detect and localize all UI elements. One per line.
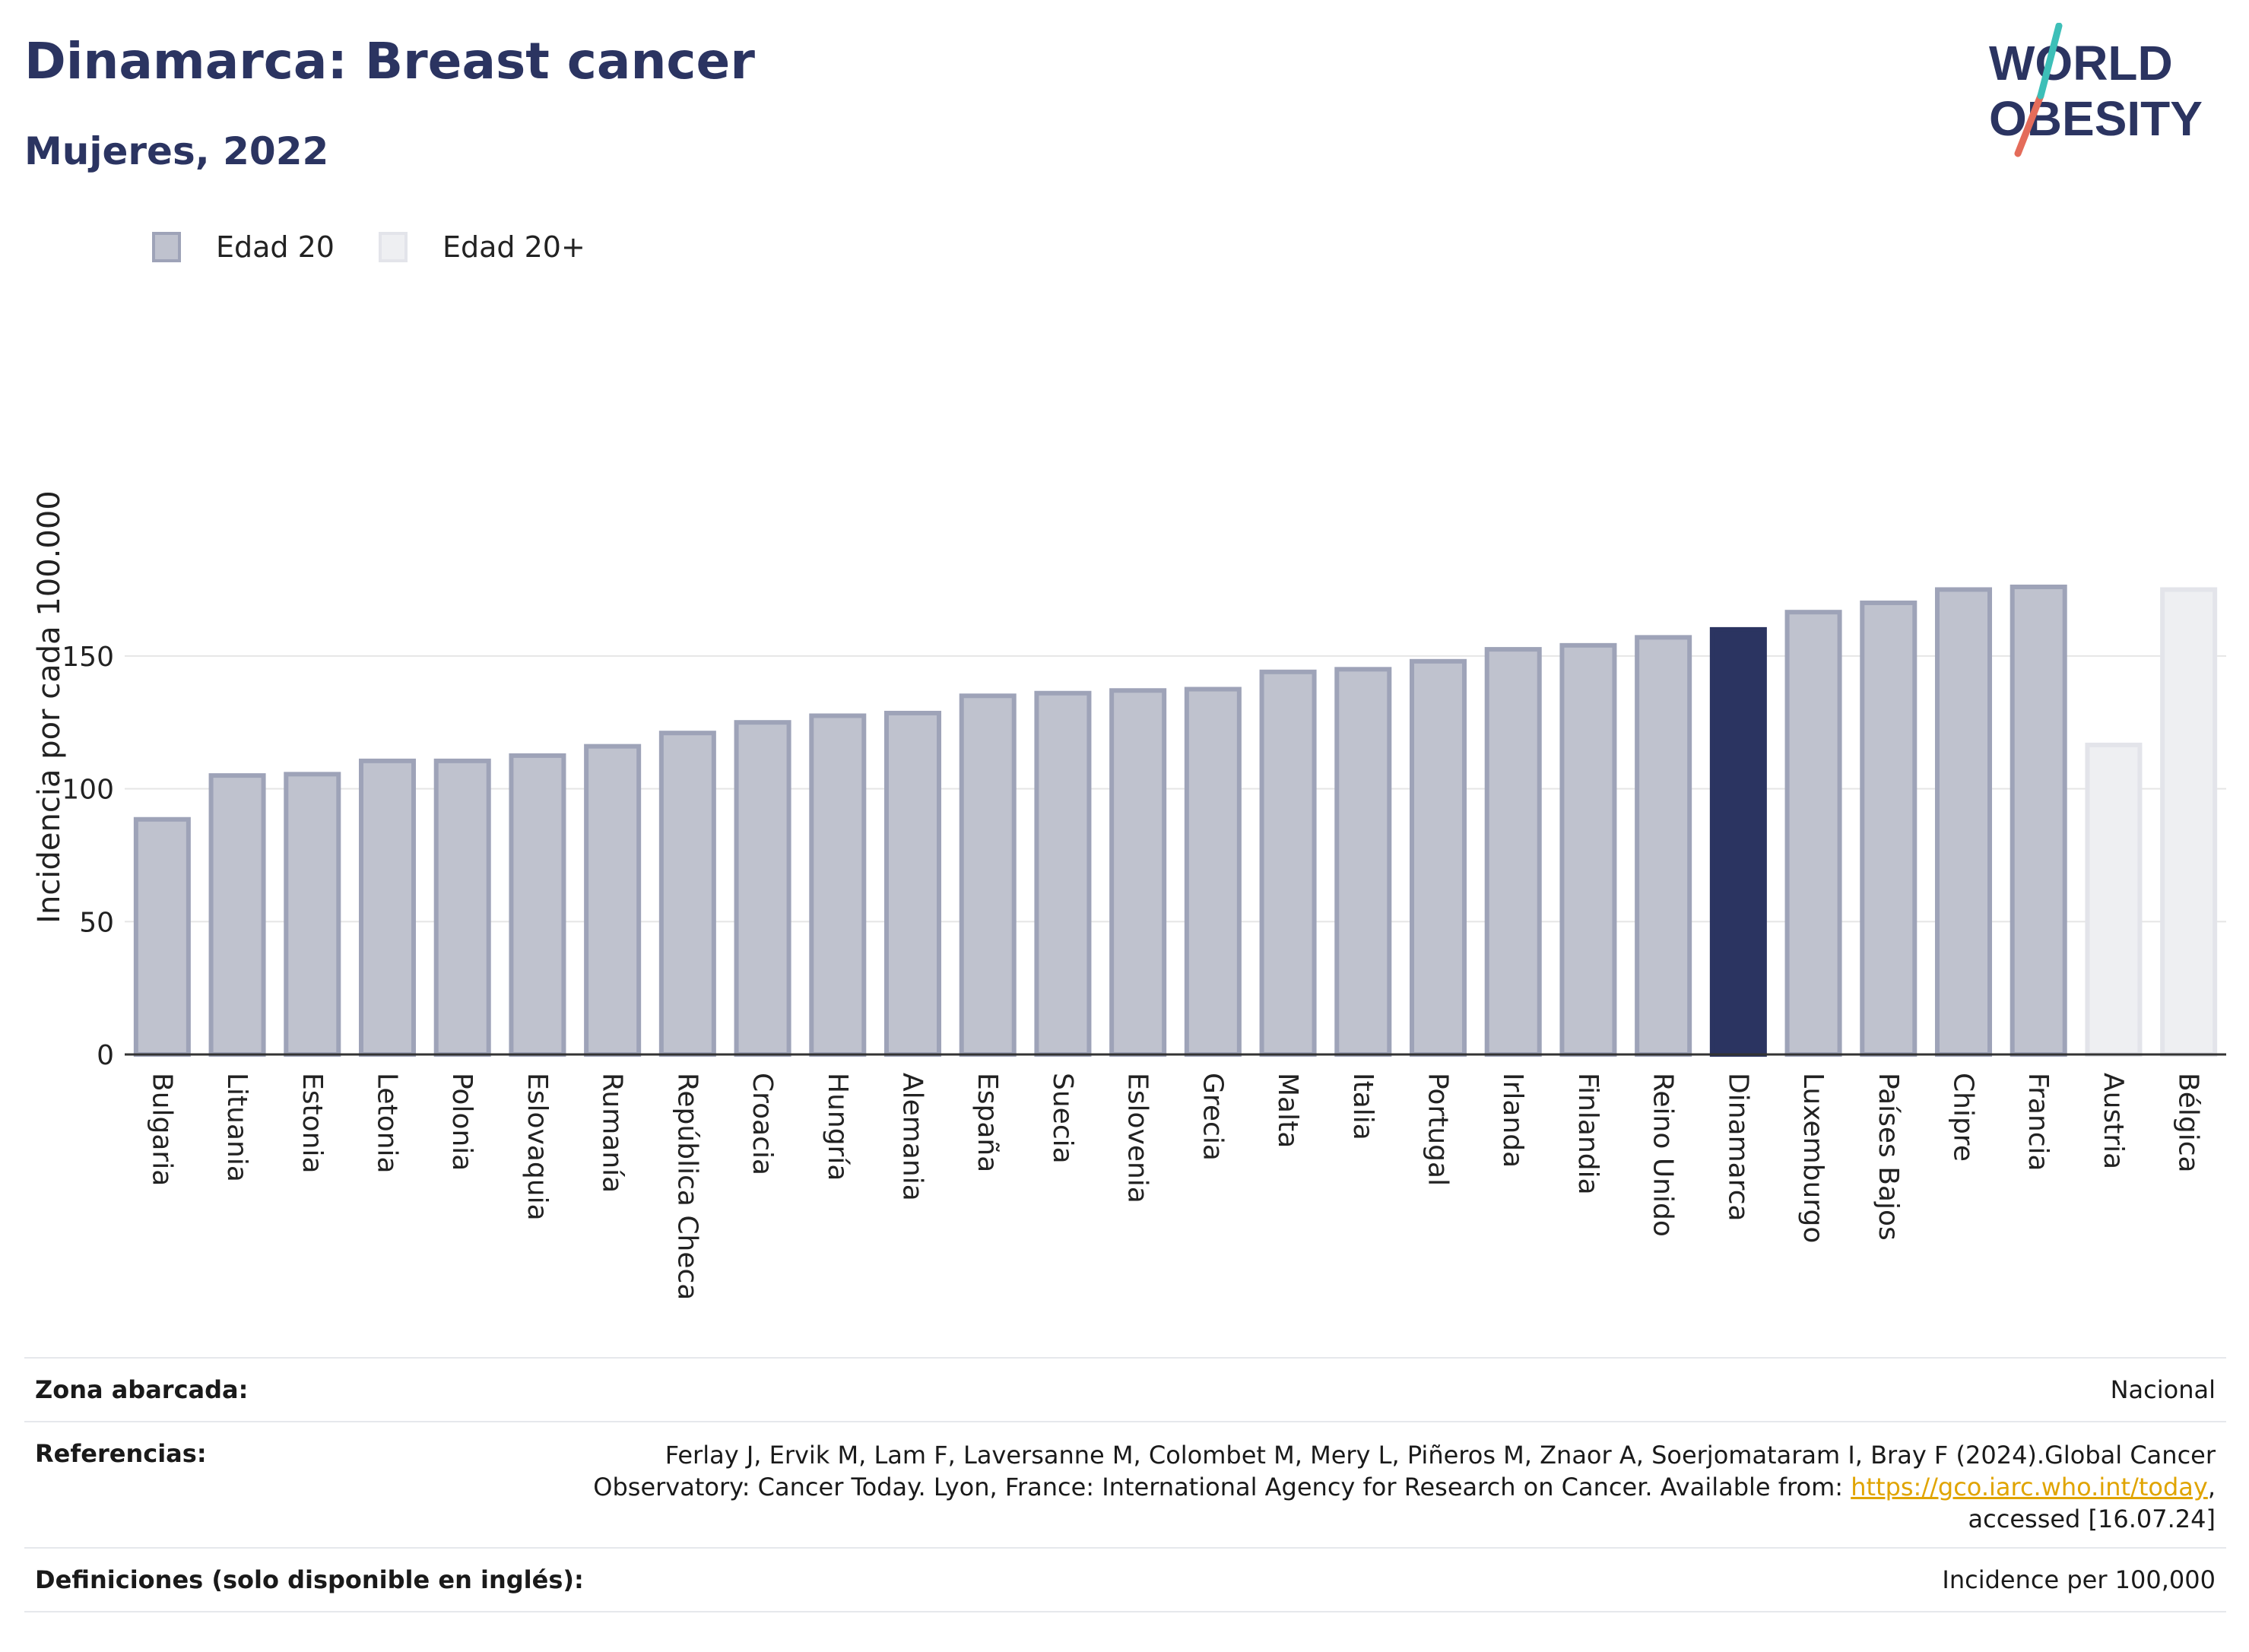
references-value: Ferlay J, Ervik M, Lam F, Laversanne M, … <box>593 1439 2226 1535</box>
definitions-value: Incidence per 100,000 <box>1942 1565 2216 1594</box>
bar-5[interactable] <box>433 758 491 1057</box>
legend-swatch <box>378 232 408 262</box>
page-title: Dinamarca: Breast cancer <box>24 32 755 90</box>
x-tick-label: Rumanía <box>597 1073 628 1193</box>
bar-22[interactable] <box>1709 626 1767 1057</box>
bar-27[interactable] <box>2085 742 2143 1057</box>
world-obesity-logo: WORLD OBESITY <box>1989 23 2203 157</box>
x-tick-label: Alemania <box>897 1073 928 1201</box>
bar-26[interactable] <box>2010 584 2067 1057</box>
x-tick-label: Eslovenia <box>1122 1073 1153 1203</box>
x-tick-label: Hungría <box>822 1073 853 1181</box>
x-tick-label: Chipre <box>1948 1073 1979 1162</box>
x-tick-label: Bulgaria <box>146 1073 177 1186</box>
x-tick-label: Austria <box>2098 1073 2129 1169</box>
bar-4[interactable] <box>358 758 417 1057</box>
y-tick-label: 50 <box>79 907 114 938</box>
logo-word-world: WORLD <box>1989 36 2173 90</box>
x-tick-label: Francia <box>2022 1073 2054 1172</box>
chart-legend: Edad 20 Edad 20+ <box>152 228 630 266</box>
references-row: Referencias: Ferlay J, Ervik M, Lam F, L… <box>24 1421 2226 1547</box>
x-tick-label: Croacia <box>747 1073 778 1175</box>
x-tick-label: Luxemburgo <box>1797 1073 1829 1243</box>
references-link[interactable]: https://gco.iarc.who.int/today <box>1851 1473 2208 1501</box>
x-tick-label: Letonia <box>372 1073 403 1174</box>
x-tick-label: Estonia <box>297 1073 328 1174</box>
bar-7[interactable] <box>584 744 642 1057</box>
coverage-row: Zona abarcada: Nacional <box>24 1357 2226 1421</box>
legend-label: Edad 20+ <box>442 230 585 264</box>
x-tick-label: Dinamarca <box>1722 1073 1753 1222</box>
bar-14[interactable] <box>1109 688 1167 1057</box>
legend-swatch <box>152 232 181 262</box>
x-tick-label: Italia <box>1347 1073 1378 1140</box>
bar-21[interactable] <box>1635 635 1692 1057</box>
y-tick-label: 100 <box>62 775 114 806</box>
x-tick-label: Suecia <box>1047 1073 1078 1164</box>
bar-6[interactable] <box>509 753 566 1057</box>
bar-28[interactable] <box>2160 587 2218 1057</box>
references-line-2: Observatory: Cancer Today. Lyon, France:… <box>593 1473 1851 1501</box>
legend-item-edad-20[interactable]: Edad 20 <box>152 230 335 264</box>
coverage-label: Zona abarcada: <box>35 1375 249 1404</box>
x-tick-label: Países Bajos <box>1873 1073 1904 1241</box>
x-tick-label: República Checa <box>671 1073 703 1300</box>
x-tick-label: Portugal <box>1423 1073 1454 1186</box>
references-line-3: accessed [16.07.24] <box>1968 1505 2216 1533</box>
bar-25[interactable] <box>1934 587 1993 1057</box>
bar-17[interactable] <box>1334 667 1392 1057</box>
x-tick-label: Finlandia <box>1572 1073 1603 1195</box>
bar-24[interactable] <box>1860 600 1918 1057</box>
bar-8[interactable] <box>658 731 716 1057</box>
bar-15[interactable] <box>1184 686 1242 1057</box>
x-tick-label: Reino Unido <box>1648 1073 1679 1237</box>
bar-10[interactable] <box>809 713 867 1057</box>
axes: 0 50 100 150 Bulgaria Lituania Estonia Letonia P… <box>62 642 2226 1300</box>
bar-13[interactable] <box>1034 690 1092 1057</box>
y-tick-label: 0 <box>97 1040 114 1071</box>
y-axis-label: Incidencia por cada 100.000 <box>32 490 67 924</box>
references-line-2-end: , <box>2207 1473 2216 1501</box>
x-tick-label: Eslovaquia <box>522 1073 553 1221</box>
x-tick-label: Polonia <box>446 1073 477 1171</box>
legend-item-edad-20-plus[interactable]: Edad 20+ <box>378 230 585 264</box>
bar-18[interactable] <box>1409 658 1467 1057</box>
metadata-table: Zona abarcada: Nacional Referencias: Fer… <box>24 1357 2226 1612</box>
bar-2[interactable] <box>208 773 266 1057</box>
x-tick-label: Grecia <box>1197 1073 1228 1161</box>
legend-label: Edad 20 <box>216 230 335 264</box>
bar-20[interactable] <box>1559 642 1617 1057</box>
references-line-1: Ferlay J, Ervik M, Lam F, Laversanne M, … <box>665 1441 2216 1470</box>
definitions-label: Definiciones (solo disponible en inglés)… <box>35 1565 584 1594</box>
x-tick-label: Bélgica <box>2173 1073 2204 1173</box>
x-tick-label: Irlanda <box>1497 1073 1528 1168</box>
definitions-row: Definiciones (solo disponible en inglés)… <box>24 1547 2226 1612</box>
bars <box>133 584 2218 1057</box>
page-subtitle: Mujeres, 2022 <box>24 129 329 173</box>
bar-11[interactable] <box>883 710 942 1057</box>
bar-3[interactable] <box>284 772 341 1057</box>
bar-19[interactable] <box>1484 647 1542 1057</box>
bar-chart: 0 50 100 150 Bulgaria Lituania Estonia Letonia P… <box>32 490 2226 1300</box>
bar-23[interactable] <box>1784 610 1842 1057</box>
y-tick-label: 150 <box>62 642 114 673</box>
bar-12[interactable] <box>959 693 1017 1057</box>
bar-16[interactable] <box>1259 669 1317 1057</box>
bar-9[interactable] <box>734 720 791 1057</box>
references-label: Referencias: <box>35 1439 207 1468</box>
x-tick-label: Lituania <box>221 1073 252 1182</box>
bar-1[interactable] <box>133 816 191 1057</box>
coverage-value: Nacional <box>2110 1375 2216 1404</box>
x-tick-label: Malta <box>1272 1073 1303 1148</box>
x-tick-label: España <box>972 1073 1003 1172</box>
